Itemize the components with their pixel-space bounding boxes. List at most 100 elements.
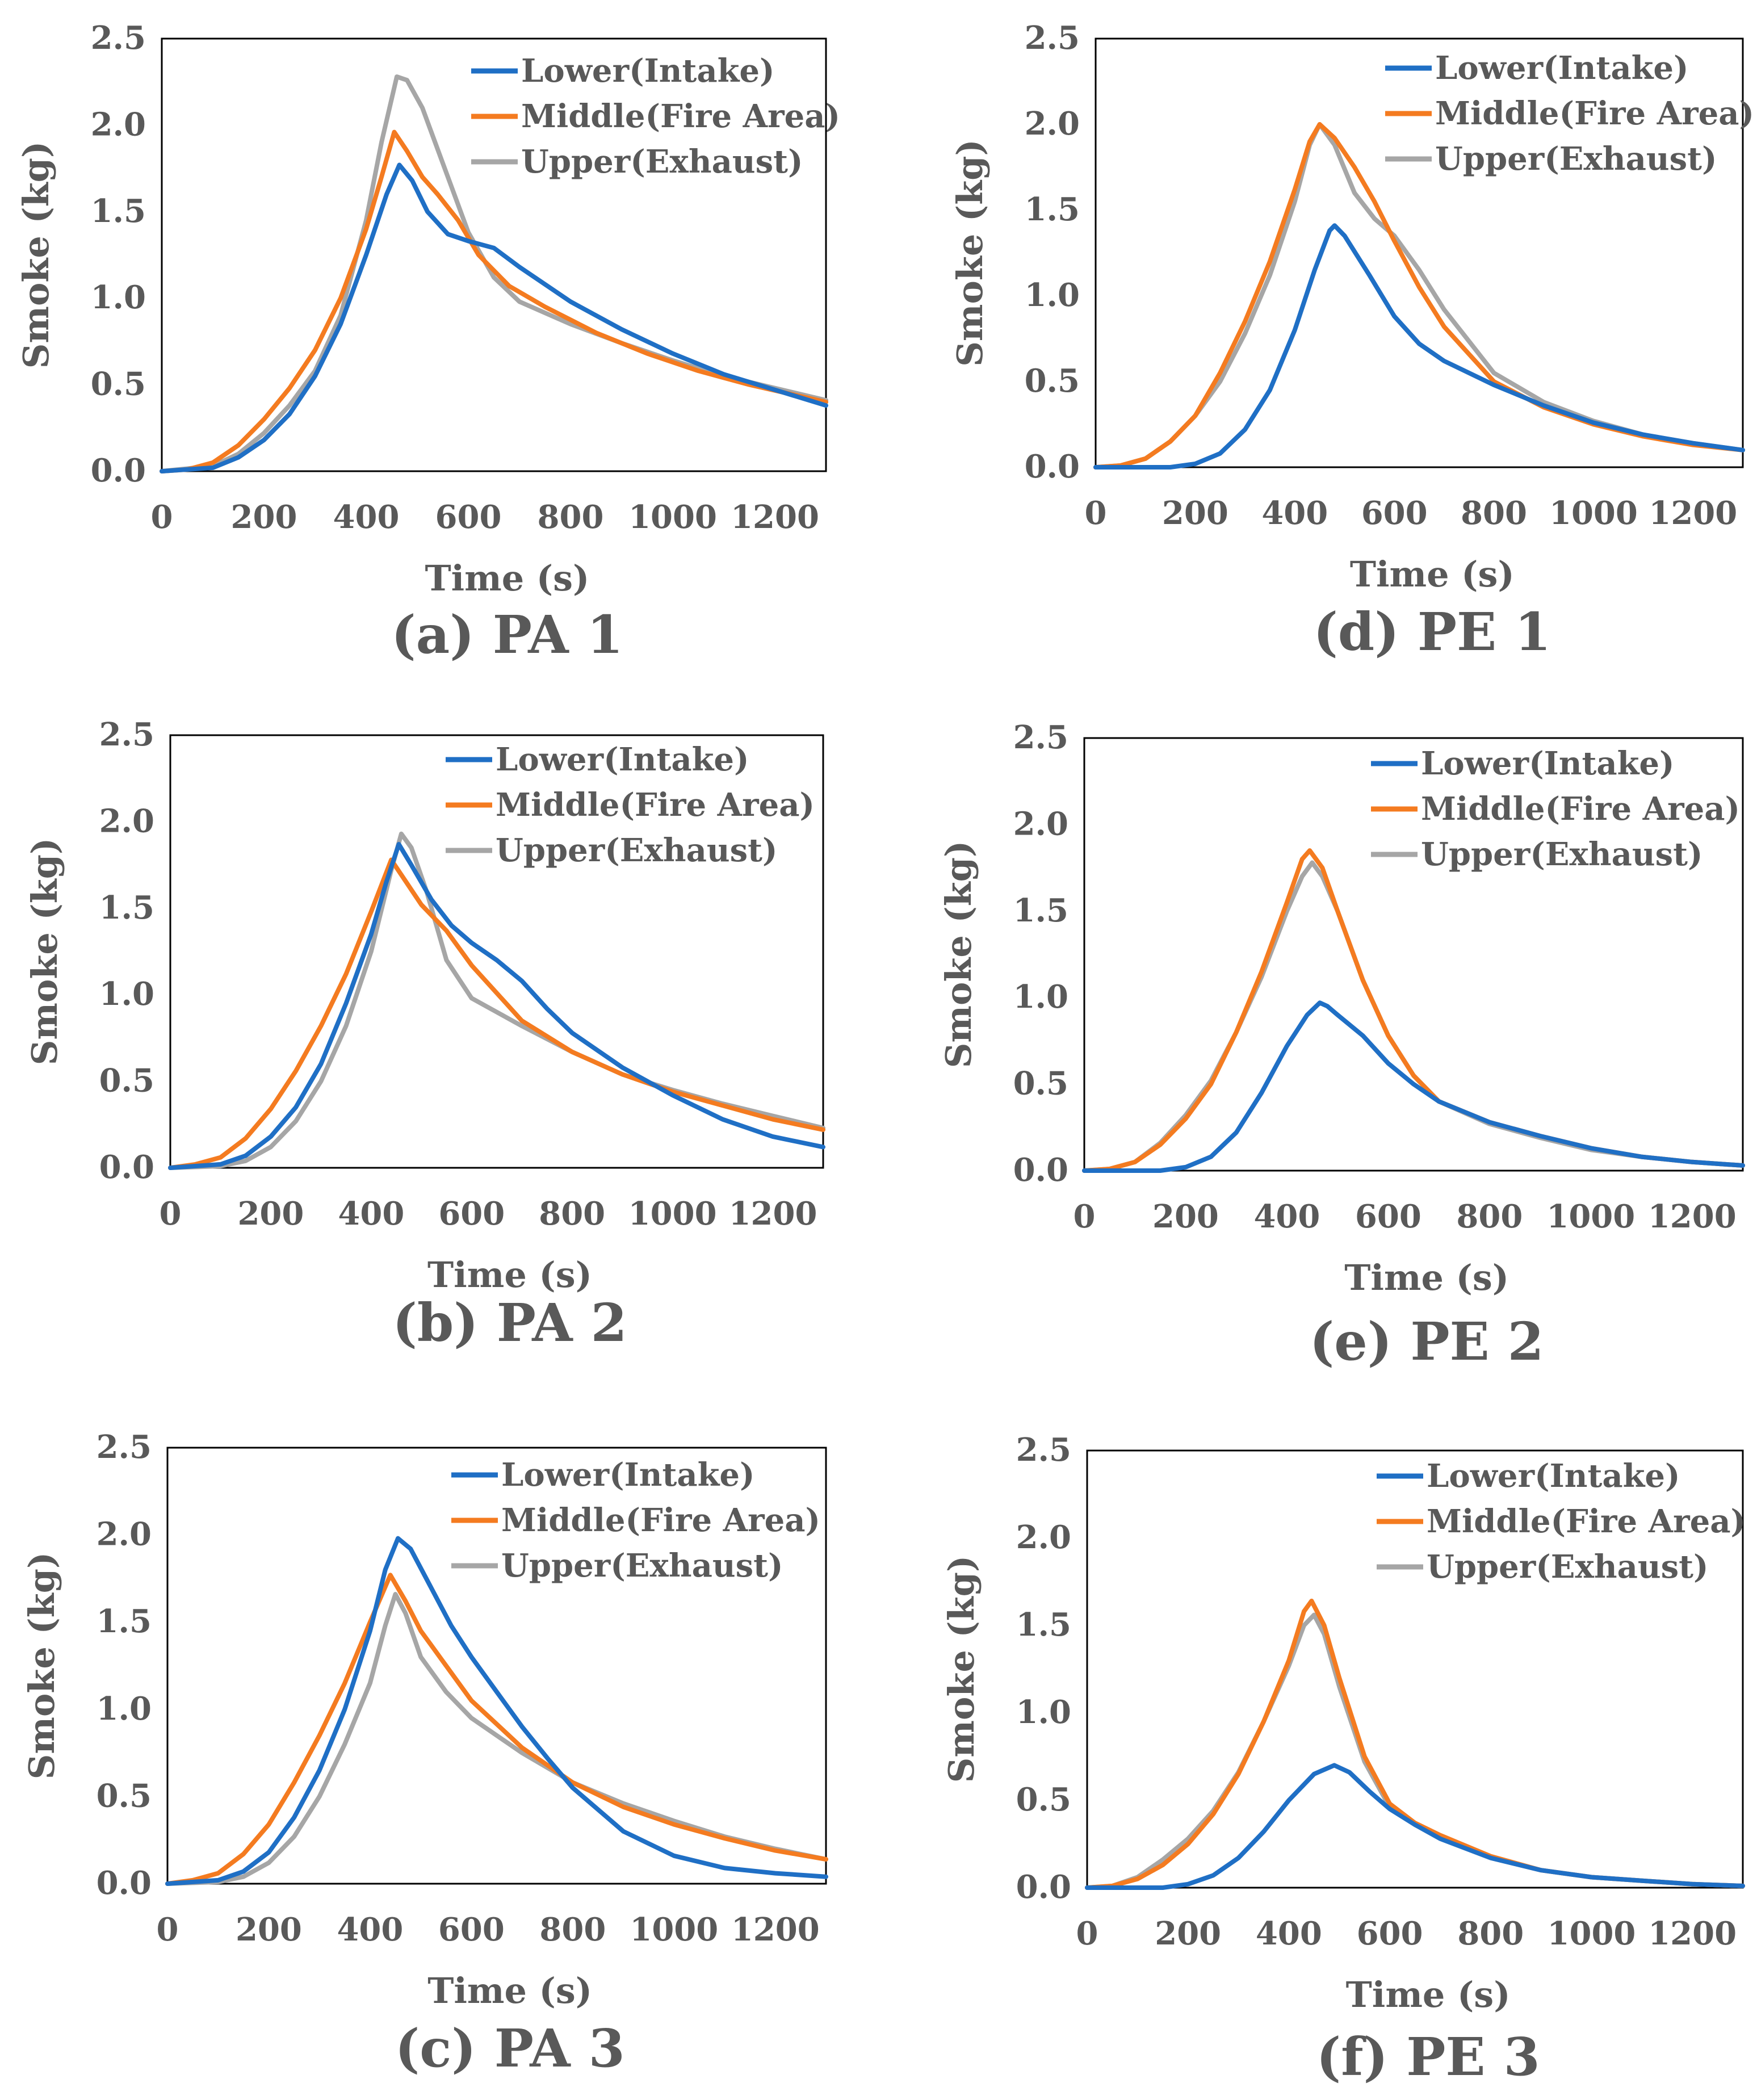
legend-label-middle: Middle(Fire Area) <box>496 786 815 824</box>
legend-label-lower: Lower(Intake) <box>1421 745 1675 782</box>
y-tick-label: 0.0 <box>91 452 146 489</box>
x-tick-label: 200 <box>237 1195 304 1233</box>
legend-label-upper: Upper(Exhaust) <box>1435 140 1717 178</box>
x-axis-title: Time (s) <box>1350 554 1515 595</box>
x-tick-label: 1000 <box>1548 1915 1636 1952</box>
x-tick-label: 1000 <box>628 1195 717 1233</box>
legend-label-lower: Lower(Intake) <box>1435 49 1689 87</box>
series-line-upper <box>160 74 828 473</box>
x-axis-title: Time (s) <box>427 1254 592 1296</box>
y-tick-label: 0.0 <box>99 1148 154 1186</box>
x-tick-label: 1200 <box>731 498 819 536</box>
x-tick-label: 200 <box>236 1911 302 1948</box>
x-tick-label: 1000 <box>1546 1198 1635 1235</box>
y-tick-label: 0.0 <box>1013 1151 1068 1189</box>
panel-caption: (f) PE 3 <box>1316 2026 1540 2088</box>
x-axis-title: Time (s) <box>1346 1974 1511 2015</box>
y-tick-label: 1.5 <box>1016 1606 1071 1644</box>
series-line-lower <box>1085 1763 1745 1890</box>
y-tick-label: 2.5 <box>1016 1431 1071 1469</box>
x-tick-label: 400 <box>1261 494 1328 532</box>
x-tick-label: 0 <box>1074 1198 1096 1235</box>
legend-label-middle: Middle(Fire Area) <box>521 98 840 135</box>
series-line-middle <box>165 1573 828 1886</box>
legend-label-upper: Upper(Exhaust) <box>521 143 803 181</box>
y-axis-title: Smoke (kg) <box>24 838 65 1066</box>
x-tick-label: 400 <box>333 498 400 536</box>
x-tick-label: 600 <box>435 498 502 536</box>
legend-label-lower: Lower(Intake) <box>496 741 749 778</box>
legend-label-lower: Lower(Intake) <box>1427 1457 1680 1495</box>
panel-caption: (d) PE 1 <box>1313 601 1551 663</box>
plot-area-frame <box>1086 1449 1744 1889</box>
y-tick-label: 2.5 <box>99 716 154 753</box>
y-tick-label: 2.0 <box>97 1516 152 1553</box>
legend-label-lower: Lower(Intake) <box>501 1456 755 1494</box>
x-tick-label: 600 <box>438 1195 505 1233</box>
y-tick-label: 1.5 <box>1025 191 1080 228</box>
x-tick-label: 1200 <box>731 1911 820 1948</box>
x-axis-title: Time (s) <box>425 558 589 599</box>
y-tick-label: 0.0 <box>97 1864 152 1902</box>
y-axis-title: Smoke (kg) <box>21 1552 62 1780</box>
x-tick-label: 600 <box>438 1911 505 1948</box>
x-axis-title: Time (s) <box>1344 1257 1509 1298</box>
legend-label-middle: Middle(Fire Area) <box>1421 790 1740 828</box>
x-tick-label: 0 <box>1085 494 1107 532</box>
chart-panel-5: 0.0 0.5 1.0 1.5 2.0 2.5 0 200 400 600 800 1000 1200 T… <box>938 719 1745 1372</box>
x-tick-label: 400 <box>1253 1198 1320 1235</box>
y-tick-label: 1.0 <box>1025 276 1080 314</box>
y-tick-label: 2.5 <box>91 19 146 57</box>
x-tick-label: 0 <box>1076 1915 1098 1952</box>
y-axis-title: Smoke (kg) <box>15 141 57 369</box>
x-tick-label: 0 <box>160 1195 182 1233</box>
x-tick-label: 600 <box>1355 1198 1421 1235</box>
x-tick-label: 400 <box>1256 1915 1322 1952</box>
series-line-middle <box>160 129 828 473</box>
series-line-middle <box>1082 848 1745 1173</box>
x-tick-label: 1200 <box>1649 494 1737 532</box>
x-tick-label: 600 <box>1361 494 1428 532</box>
plot-area-frame <box>161 37 827 472</box>
y-tick-label: 1.0 <box>99 975 154 1013</box>
y-tick-label: 0.5 <box>1013 1065 1068 1103</box>
y-axis-title: Smoke (kg) <box>938 841 979 1068</box>
x-tick-label: 1000 <box>1549 494 1638 532</box>
y-tick-label: 1.0 <box>1013 978 1068 1016</box>
plot-area-frame <box>1095 37 1744 468</box>
x-tick-label: 1200 <box>1648 1198 1737 1235</box>
x-tick-label: 200 <box>231 498 297 536</box>
y-tick-label: 1.5 <box>99 889 154 927</box>
x-tick-label: 800 <box>539 1195 605 1233</box>
x-tick-label: 0 <box>157 1911 179 1948</box>
plot-area-frame <box>1083 737 1744 1172</box>
y-tick-label: 2.0 <box>1013 805 1068 842</box>
panel-caption: (e) PE 2 <box>1310 1311 1544 1372</box>
y-tick-label: 2.5 <box>1013 719 1068 756</box>
plot-area-frame <box>166 1447 827 1885</box>
legend-label-middle: Middle(Fire Area) <box>501 1502 820 1539</box>
x-tick-label: 800 <box>1456 1198 1523 1235</box>
x-tick-label: 200 <box>1155 1915 1221 1952</box>
y-tick-label: 0.5 <box>1025 362 1080 400</box>
y-tick-label: 1.5 <box>97 1603 152 1640</box>
y-tick-label: 2.0 <box>1016 1519 1071 1556</box>
y-tick-label: 1.5 <box>1013 892 1068 929</box>
panel-caption: (c) PA 3 <box>395 2018 625 2079</box>
chart-panel-2: 0.0 0.5 1.0 1.5 2.0 2.5 0 200 400 600 800 1000 1200 T… <box>24 716 825 1353</box>
series-line-upper <box>168 831 825 1170</box>
series-line-lower <box>160 162 828 473</box>
chart-panel-1: 0.0 0.5 1.0 1.5 2.0 2.5 0 200 400 600 800 1000 1200 T… <box>15 19 840 665</box>
y-tick-label: 0.5 <box>1016 1781 1071 1818</box>
y-tick-label: 1.0 <box>91 279 146 316</box>
chart-panel-3: 0.0 0.5 1.0 1.5 2.0 2.5 0 200 400 600 800 1000 1200 T… <box>21 1428 828 2079</box>
x-tick-label: 800 <box>1457 1915 1524 1952</box>
legend-label-middle: Middle(Fire Area) <box>1427 1503 1746 1540</box>
legend-label-upper: Upper(Exhaust) <box>496 832 777 869</box>
series-line-lower <box>1082 1000 1745 1173</box>
y-axis-title: Smoke (kg) <box>949 139 991 367</box>
x-tick-label: 1200 <box>1648 1915 1737 1952</box>
x-tick-label: 800 <box>1461 494 1527 532</box>
x-tick-label: 200 <box>1162 494 1228 532</box>
